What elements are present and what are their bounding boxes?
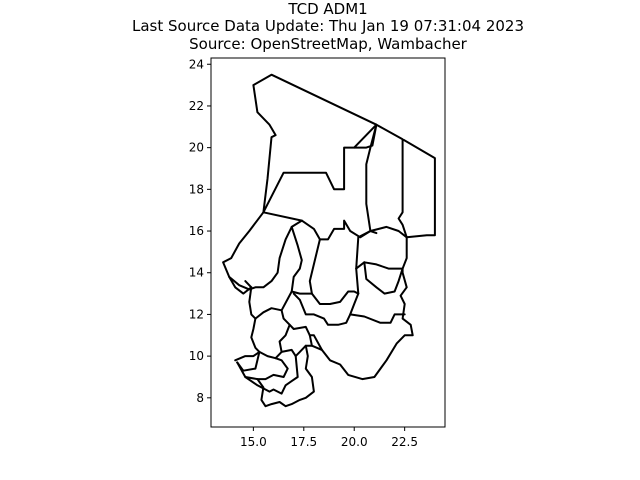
x-tick-label: 15.0 — [240, 435, 267, 449]
boundary-17 — [244, 355, 299, 395]
boundary-2 — [353, 123, 378, 235]
y-tick-label: 24 — [189, 57, 204, 71]
axes: 15.0 17.5 20.0 22.5 8 10 12 14 16 18 20 22 24 — [189, 57, 446, 449]
boundary-18 — [256, 344, 315, 408]
boundary-13 — [278, 309, 291, 353]
y-tick-label: 14 — [189, 266, 204, 280]
title-line-3: Source: OpenStreetMap, Wambacher — [189, 35, 468, 53]
y-tick-label: 20 — [189, 141, 204, 155]
y-tick-label: 16 — [189, 224, 204, 238]
y-tick-label: 8 — [196, 391, 204, 405]
axes-frame — [210, 57, 446, 428]
x-tick-label: 22.5 — [391, 435, 418, 449]
title-line-2: Last Source Data Update: Thu Jan 19 07:3… — [132, 17, 524, 35]
boundary-16 — [236, 357, 289, 381]
y-tick-label: 12 — [189, 307, 204, 321]
boundary-1 — [375, 123, 436, 239]
boundary-15 — [234, 350, 261, 372]
boundary-11 — [248, 286, 293, 320]
y-tick-label: 10 — [189, 349, 204, 363]
boundary-0 — [252, 73, 378, 214]
x-tick-label: 17.5 — [290, 435, 317, 449]
boundary-14 — [288, 323, 323, 351]
boundary-7 — [355, 236, 408, 270]
admin-boundaries — [222, 73, 436, 408]
y-tick-label: 18 — [189, 182, 204, 196]
boundary-19 — [228, 275, 253, 295]
y-tick-label: 22 — [189, 99, 204, 113]
title-line-1: TCD ADM1 — [287, 0, 367, 18]
boundary-9 — [292, 292, 360, 326]
boundary-3 — [262, 211, 408, 241]
boundary-10 — [349, 313, 406, 324]
boundary-6 — [310, 230, 372, 305]
boundary-5 — [290, 225, 321, 295]
x-tick-label: 20.0 — [341, 435, 368, 449]
boundary-8 — [308, 261, 414, 381]
boundary-4 — [222, 211, 303, 291]
